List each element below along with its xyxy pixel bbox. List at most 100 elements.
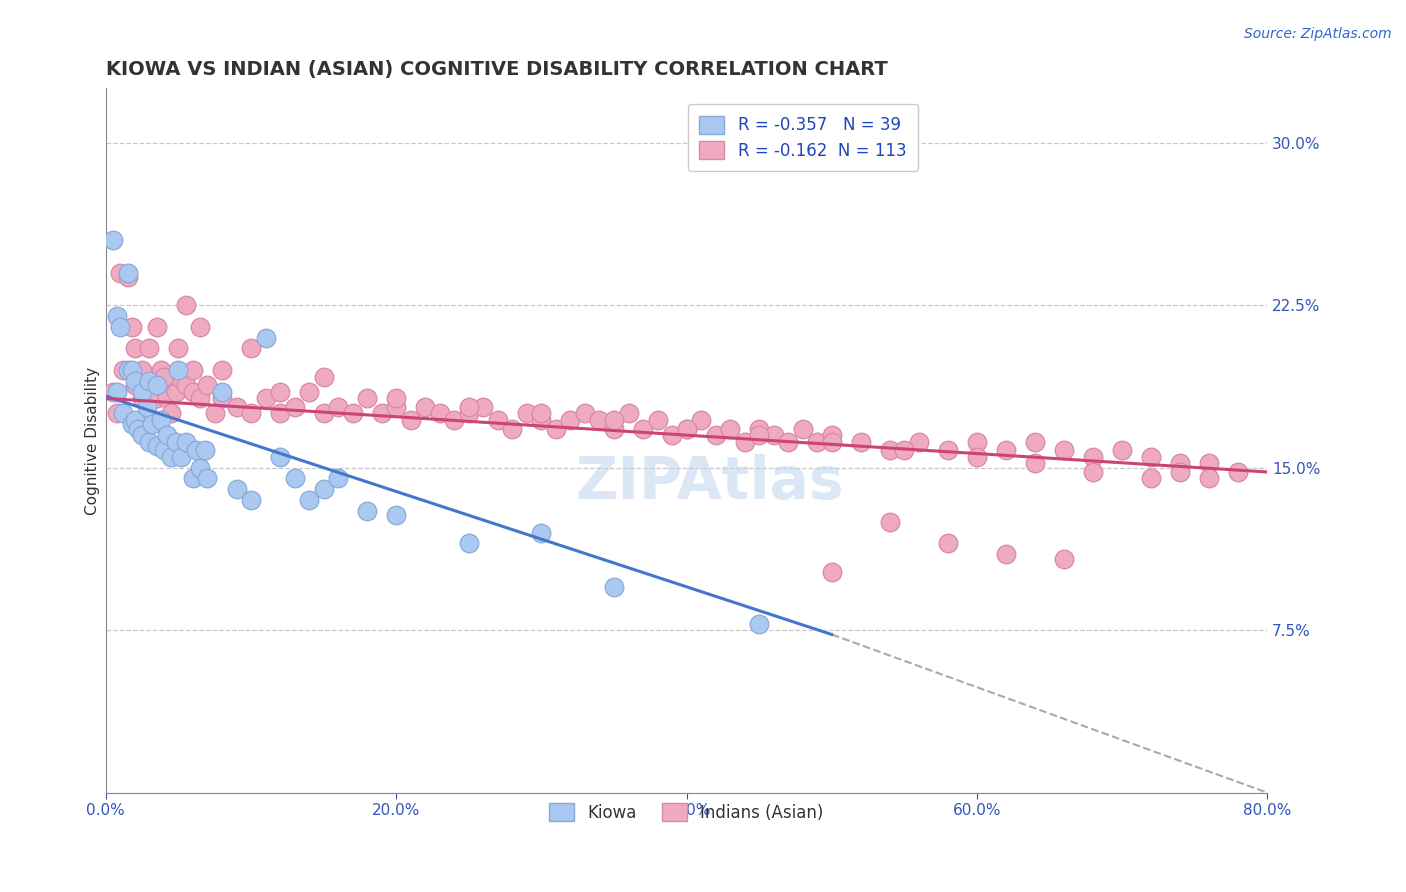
Point xyxy=(240,342,263,356)
Point xyxy=(778,434,800,449)
Point xyxy=(145,319,167,334)
Point xyxy=(385,392,408,406)
Point xyxy=(661,428,683,442)
Point xyxy=(117,266,139,280)
Point xyxy=(131,384,153,399)
Point xyxy=(170,450,193,464)
Point xyxy=(165,384,187,399)
Point xyxy=(472,400,495,414)
Point xyxy=(748,428,770,442)
Point xyxy=(908,434,931,449)
Point xyxy=(1081,450,1104,464)
Point xyxy=(141,417,163,432)
Point xyxy=(131,363,153,377)
Point xyxy=(1168,456,1191,470)
Point xyxy=(748,422,770,436)
Point xyxy=(617,407,640,421)
Point xyxy=(225,400,247,414)
Point xyxy=(1168,465,1191,479)
Point xyxy=(966,434,988,449)
Point xyxy=(269,407,291,421)
Point xyxy=(240,493,263,508)
Point xyxy=(457,400,479,414)
Point xyxy=(298,493,321,508)
Point xyxy=(188,319,211,334)
Point xyxy=(124,413,146,427)
Point xyxy=(254,331,277,345)
Point xyxy=(879,515,901,529)
Point xyxy=(145,439,167,453)
Point xyxy=(1140,471,1163,485)
Point xyxy=(1053,551,1076,566)
Point xyxy=(181,471,204,485)
Point xyxy=(121,319,143,334)
Point xyxy=(356,504,378,518)
Point xyxy=(211,392,233,406)
Y-axis label: Cognitive Disability: Cognitive Disability xyxy=(86,367,100,515)
Point xyxy=(112,363,135,377)
Point xyxy=(121,417,143,432)
Point xyxy=(821,565,844,579)
Point xyxy=(110,319,132,334)
Point xyxy=(269,384,291,399)
Point xyxy=(156,428,179,442)
Point xyxy=(530,413,553,427)
Point xyxy=(127,369,149,384)
Point xyxy=(1081,465,1104,479)
Point xyxy=(1198,471,1220,485)
Point xyxy=(413,400,436,414)
Point xyxy=(560,413,582,427)
Point xyxy=(443,413,465,427)
Point xyxy=(141,384,163,399)
Point xyxy=(181,384,204,399)
Point xyxy=(138,342,160,356)
Point xyxy=(138,434,160,449)
Point xyxy=(1227,465,1250,479)
Point xyxy=(328,471,350,485)
Point xyxy=(138,369,160,384)
Point xyxy=(131,428,153,442)
Point xyxy=(150,413,173,427)
Point xyxy=(1111,443,1133,458)
Point xyxy=(821,428,844,442)
Point xyxy=(127,422,149,436)
Point xyxy=(188,392,211,406)
Point xyxy=(145,378,167,392)
Point xyxy=(718,422,741,436)
Text: KIOWA VS INDIAN (ASIAN) COGNITIVE DISABILITY CORRELATION CHART: KIOWA VS INDIAN (ASIAN) COGNITIVE DISABI… xyxy=(105,60,887,78)
Point xyxy=(117,270,139,285)
Point xyxy=(675,422,697,436)
Point xyxy=(734,434,756,449)
Point xyxy=(211,384,233,399)
Point xyxy=(1053,443,1076,458)
Point xyxy=(181,363,204,377)
Text: Source: ZipAtlas.com: Source: ZipAtlas.com xyxy=(1244,27,1392,41)
Point xyxy=(647,413,669,427)
Point xyxy=(1198,456,1220,470)
Point xyxy=(603,413,626,427)
Point xyxy=(399,413,422,427)
Point xyxy=(197,378,219,392)
Point xyxy=(117,363,139,377)
Point xyxy=(457,536,479,550)
Point xyxy=(156,392,179,406)
Point xyxy=(174,378,197,392)
Point xyxy=(501,422,523,436)
Point xyxy=(312,369,335,384)
Point xyxy=(150,363,173,377)
Point xyxy=(174,298,197,312)
Point xyxy=(821,434,844,449)
Point xyxy=(254,392,277,406)
Point xyxy=(107,384,129,399)
Point xyxy=(184,443,207,458)
Point xyxy=(1140,450,1163,464)
Point xyxy=(284,400,307,414)
Point xyxy=(188,460,211,475)
Point xyxy=(530,407,553,421)
Point xyxy=(138,374,160,388)
Point xyxy=(165,434,187,449)
Point xyxy=(370,407,392,421)
Point xyxy=(269,450,291,464)
Text: ZIPAtlas: ZIPAtlas xyxy=(575,454,844,511)
Point xyxy=(675,422,697,436)
